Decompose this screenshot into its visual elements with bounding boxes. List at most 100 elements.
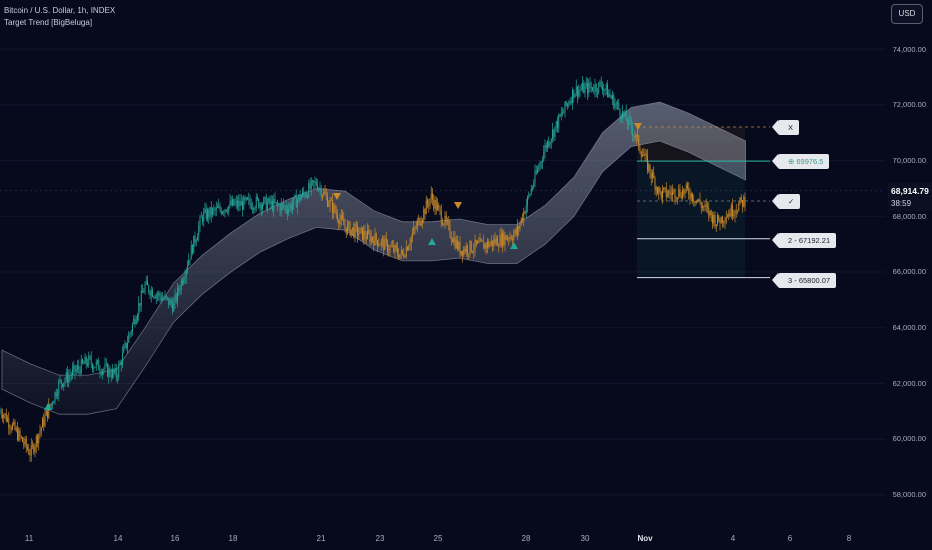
candle-body — [207, 210, 208, 220]
candle-body — [495, 238, 497, 244]
time-axis[interactable]: 11 14 16 18 21 23 25 28 30 Nov 4 6 8 — [0, 525, 885, 550]
trend-band — [1, 101, 746, 415]
candle-body — [179, 290, 181, 291]
candle-body — [95, 361, 97, 368]
candle-body — [178, 287, 180, 291]
candle-body — [80, 359, 82, 374]
candle-body — [12, 424, 13, 430]
candle-body — [572, 89, 573, 104]
candle-body — [355, 224, 357, 227]
candle-body — [485, 243, 487, 248]
candle-body — [387, 240, 388, 252]
candle-body — [474, 239, 476, 251]
candle-body — [664, 187, 666, 189]
indicator-title[interactable]: Target Trend [BigBeluga] — [4, 18, 93, 27]
candle-body — [265, 196, 267, 210]
candle-body — [103, 369, 105, 371]
candle-body — [618, 102, 620, 110]
candle-body — [522, 217, 523, 221]
candle-body — [222, 211, 223, 214]
candle-body — [333, 205, 335, 214]
candle-body — [733, 215, 735, 217]
time-tick-month: Nov — [637, 534, 653, 543]
candle-body — [203, 212, 205, 222]
time-tick: 6 — [787, 534, 793, 543]
candle-body — [634, 135, 636, 138]
candle-body — [515, 229, 517, 235]
candle-body — [339, 219, 341, 225]
candle-body — [273, 199, 275, 211]
candle-body — [689, 194, 691, 199]
candle-body — [195, 240, 197, 243]
price-chart[interactable] — [0, 0, 885, 525]
candle-body — [72, 369, 73, 376]
candle-body — [499, 234, 501, 247]
candle-body — [374, 233, 376, 246]
price-axis[interactable]: 74,000.00 72,000.00 70,000.00 68,000.00 … — [885, 0, 932, 525]
candle-body — [402, 250, 403, 254]
candle-body — [648, 164, 650, 171]
time-tick: 14 — [113, 534, 123, 543]
current-price: 68,914.79 — [891, 186, 929, 196]
candle-body — [668, 190, 670, 195]
candle-body — [30, 445, 32, 456]
candle-body — [589, 82, 591, 88]
candle-body — [322, 195, 323, 197]
candle-body — [305, 195, 307, 197]
candle-body — [410, 236, 412, 245]
candle-body — [594, 84, 596, 92]
candle-body — [282, 203, 283, 205]
candle-body — [490, 240, 492, 244]
candle-body — [319, 187, 321, 189]
chart-area[interactable]: Bitcoin / U.S. Dollar, 1h, INDEX Target … — [0, 0, 885, 525]
currency-button[interactable]: USD — [891, 4, 923, 24]
candle-body — [263, 197, 265, 205]
candle-body — [714, 214, 716, 227]
candle-body — [74, 365, 76, 373]
candle-body — [292, 204, 293, 210]
candle-body — [738, 203, 740, 211]
candle-body — [464, 248, 466, 253]
candle-body — [479, 239, 481, 243]
candle-body — [347, 224, 348, 234]
candle-body — [280, 203, 282, 212]
candle-body — [213, 208, 215, 210]
candle-body — [712, 215, 713, 224]
candle-body — [593, 90, 595, 92]
bullish-signal-icon — [510, 242, 518, 249]
candle-body — [543, 152, 545, 161]
candle-body — [582, 83, 583, 90]
candle-body — [448, 221, 450, 224]
candle-body — [708, 207, 710, 216]
candle-body — [494, 239, 496, 244]
symbol-title[interactable]: Bitcoin / U.S. Dollar, 1h, INDEX — [4, 6, 116, 15]
candle-body — [427, 200, 428, 205]
candle-body — [234, 202, 236, 206]
candle-body — [272, 200, 273, 211]
candle-body — [469, 241, 471, 254]
candle-body — [215, 207, 217, 211]
candle-body — [610, 96, 612, 99]
candle-body — [210, 206, 212, 216]
candle-body — [725, 217, 727, 222]
candle-body — [3, 415, 5, 418]
candle-body — [743, 196, 745, 207]
candle-body — [508, 238, 510, 240]
candle-body — [717, 215, 718, 225]
candle-body — [88, 355, 90, 366]
candle-body — [695, 200, 697, 204]
candle-body — [528, 194, 530, 197]
candle-body — [227, 211, 228, 213]
candle-body — [509, 236, 511, 240]
candle-body — [502, 232, 503, 246]
bar-countdown: 38:59 — [891, 199, 912, 208]
candle-body — [54, 392, 56, 402]
candle-body — [627, 120, 628, 125]
candle-body — [577, 86, 578, 97]
candle-body — [277, 202, 278, 205]
candle-body — [588, 82, 590, 94]
candle-body — [183, 279, 185, 284]
candle-body — [390, 246, 392, 248]
candle-body — [169, 299, 171, 306]
candle-body — [652, 172, 653, 179]
